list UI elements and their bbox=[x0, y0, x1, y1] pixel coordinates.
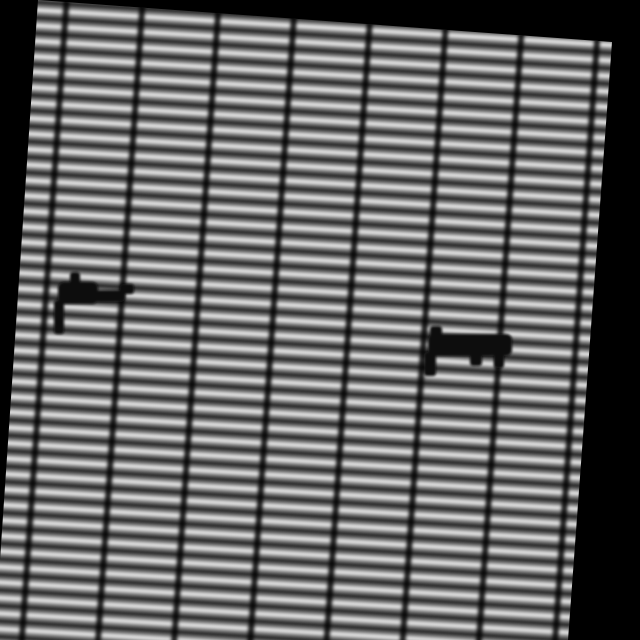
blob-left bbox=[54, 272, 134, 334]
blob-right bbox=[424, 326, 512, 376]
